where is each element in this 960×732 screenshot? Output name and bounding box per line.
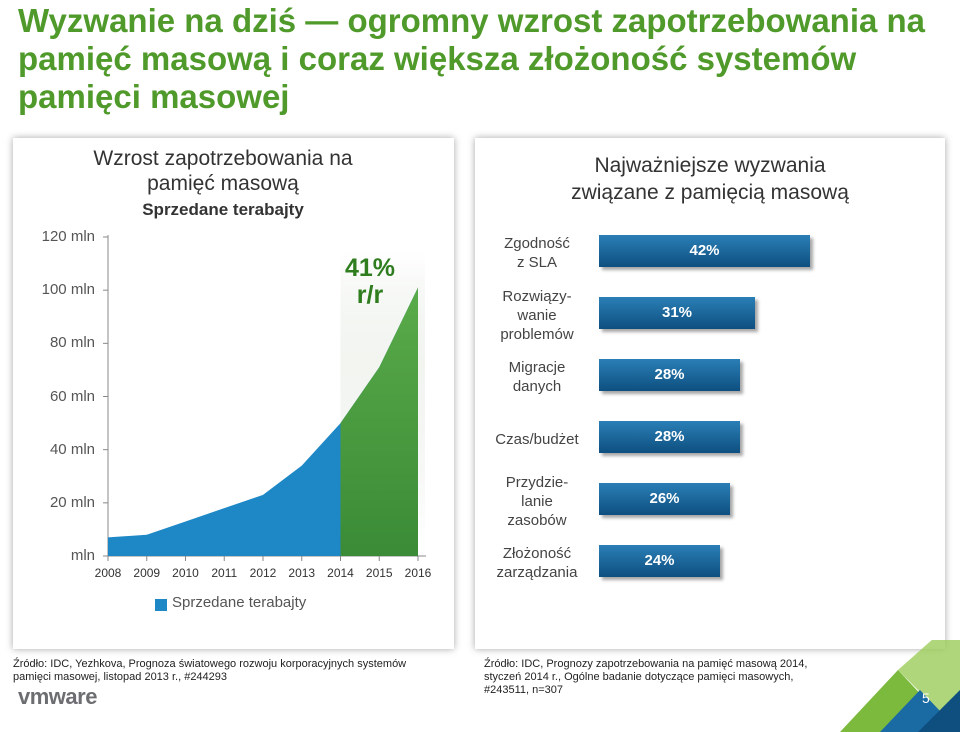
challenge-category-line: Zgodność bbox=[504, 235, 570, 252]
left-panel-subtitle: Sprzedane terabajty bbox=[142, 200, 304, 219]
challenge-bar: 28% bbox=[599, 359, 740, 391]
challenge-category-line: Przydzie- bbox=[505, 473, 569, 491]
challenge-bar: 26% bbox=[599, 483, 730, 515]
left-source-note: Źródło: IDC, Yezhkova, Prognoza światowe… bbox=[13, 658, 453, 684]
area-chart bbox=[103, 235, 426, 561]
challenge-bar: 31% bbox=[599, 297, 755, 329]
left-source-line2: pamięci masowej, listopad 2013 r., #2442… bbox=[13, 671, 228, 683]
x-tick-label: 2008 bbox=[94, 566, 122, 580]
y-tick-label: 20 mln bbox=[49, 493, 95, 511]
y-tick-label: 60 mln bbox=[49, 387, 95, 405]
x-tick-label: 2014 bbox=[327, 566, 354, 580]
challenge-category-line: z SLA bbox=[516, 254, 558, 271]
challenge-category-label: Migracje danych bbox=[477, 358, 597, 396]
corner-triangles-decoration bbox=[840, 640, 960, 732]
x-tick-label: 2015 bbox=[365, 566, 393, 580]
legend-label: Sprzedane terabajty bbox=[172, 594, 307, 611]
left-panel-title: Wzrost zapotrzebowania na pamięć masową bbox=[53, 146, 393, 196]
x-tick-label: 2011 bbox=[211, 566, 238, 580]
challenge-category-line: zasobów bbox=[507, 511, 567, 529]
challenge-category-label: Rozwiązy-wanie problemów bbox=[477, 287, 597, 344]
storage-growth-panel: Wzrost zapotrzebowania na pamięć masową … bbox=[13, 138, 454, 649]
vmware-logo-text: vmware bbox=[18, 684, 97, 709]
right-source-note: Źródło: IDC, Prognozy zapotrzebowania na… bbox=[484, 658, 824, 697]
growth-period: r/r bbox=[356, 281, 384, 309]
y-tick-label: 40 mln bbox=[49, 440, 95, 458]
challenge-category-label: Złożoność zarządzania bbox=[477, 544, 597, 582]
challenge-category-line: zarządzania bbox=[496, 564, 578, 581]
x-tick-label: 2010 bbox=[172, 566, 199, 580]
area-highlight-growth bbox=[340, 287, 418, 556]
y-tick-label: 80 mln bbox=[49, 334, 95, 352]
challenge-category-line: Złożoność bbox=[502, 545, 572, 562]
growth-percent: 41% bbox=[344, 254, 396, 282]
challenge-category-line: lanie bbox=[521, 492, 553, 510]
challenge-category-label: Czas/budżet bbox=[477, 430, 597, 449]
vmware-logo: vmware bbox=[18, 684, 98, 709]
x-tick-label: 2016 bbox=[404, 566, 432, 580]
right-source-line1: Źródło: IDC, Prognozy zapotrzebowania na… bbox=[484, 658, 808, 670]
y-tick-label: 100 mln bbox=[41, 281, 95, 299]
right-source-line3: #243511, n=307 bbox=[484, 684, 564, 696]
x-tick-label: 2009 bbox=[133, 566, 161, 580]
storage-challenges-panel: Najważniejsze wyzwania związane z pamięc… bbox=[475, 138, 945, 649]
challenge-category-label: Przydzie-lanie zasobów bbox=[477, 473, 597, 530]
challenge-bar: 42% bbox=[599, 235, 810, 267]
challenge-category-line: Czas/budżet bbox=[495, 430, 579, 448]
y-tick-label: mln bbox=[70, 547, 95, 564]
y-tick-label: 120 mln bbox=[41, 228, 95, 245]
challenge-category-line: wanie bbox=[517, 306, 557, 324]
challenge-category-line: Rozwiązy- bbox=[502, 287, 572, 305]
challenge-category-line: danych bbox=[512, 378, 562, 395]
challenge-category-label: Zgodność z SLA bbox=[477, 234, 597, 272]
challenge-bar: 28% bbox=[599, 421, 740, 453]
left-source-line1: Źródło: IDC, Yezhkova, Prognoza światowe… bbox=[13, 658, 407, 670]
right-title-line1: Najważniejsze wyzwania bbox=[594, 154, 826, 177]
right-title-line2: związane z pamięcią masową bbox=[571, 181, 849, 204]
right-source-line2: styczeń 2014 r., Ogólne badanie dotycząc… bbox=[484, 671, 794, 683]
growth-annotation: 41% r/r bbox=[338, 255, 402, 309]
left-title-line2: pamięć masową bbox=[147, 172, 299, 195]
challenge-bar: 24% bbox=[599, 545, 720, 577]
x-tick-label: 2013 bbox=[288, 566, 316, 580]
page-number: 5 bbox=[922, 690, 930, 706]
challenge-category-line: problemów bbox=[500, 325, 574, 343]
x-tick-label: 2012 bbox=[249, 566, 277, 580]
legend-swatch bbox=[155, 599, 167, 611]
slide-title: Wyzwanie na dziś — ogromny wzrost zapotr… bbox=[18, 2, 926, 115]
right-panel-title: Najważniejsze wyzwania związane z pamięc… bbox=[510, 152, 910, 206]
left-title-line1: Wzrost zapotrzebowania na bbox=[93, 147, 353, 170]
challenge-category-line: Migracje bbox=[508, 359, 566, 376]
